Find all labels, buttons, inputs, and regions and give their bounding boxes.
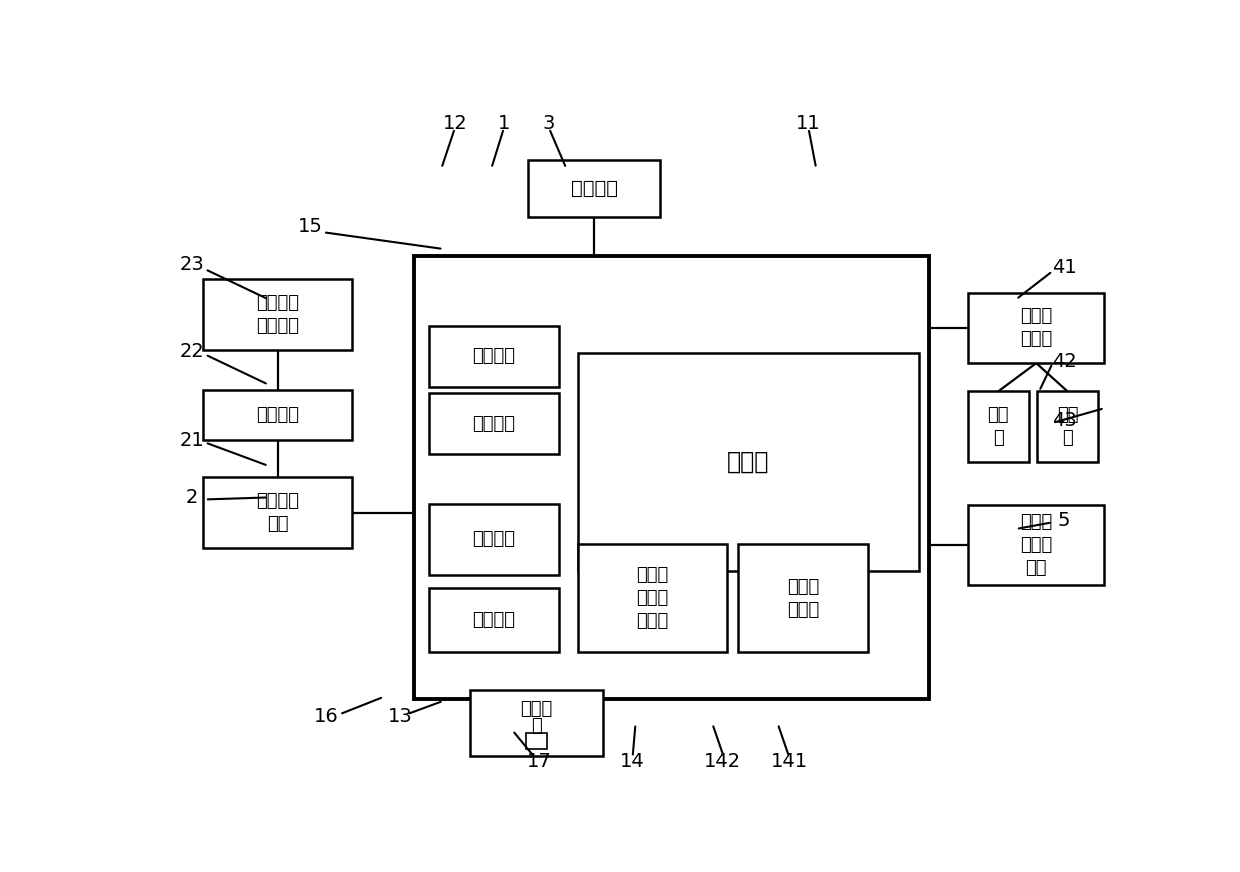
Text: 16: 16 [314,707,339,726]
Text: 操作模块: 操作模块 [570,180,618,199]
Bar [578,544,727,652]
Text: 14: 14 [620,752,645,771]
Text: 5: 5 [1058,512,1070,530]
Text: 141: 141 [771,752,807,771]
Bar [203,390,352,440]
Text: 11: 11 [796,114,821,133]
Bar [429,588,558,652]
Text: 负电
极: 负电 极 [1056,406,1079,447]
Bar [470,690,603,756]
Bar [526,733,547,749]
Text: 电源单元: 电源单元 [472,530,516,548]
Bar [203,477,352,548]
Text: 恒流控
制单元: 恒流控 制单元 [1021,308,1053,348]
Bar [1037,392,1097,462]
Bar [738,544,868,652]
Text: 13: 13 [388,707,413,726]
Text: 正电
极: 正电 极 [987,406,1009,447]
Bar [429,504,558,575]
Text: 15: 15 [299,217,324,236]
Text: 电池充电
管理单元: 电池充电 管理单元 [255,294,299,335]
Text: 存储单元: 存储单元 [472,347,516,365]
Text: 3: 3 [543,114,556,133]
Text: 22: 22 [179,342,203,361]
Text: 17: 17 [527,752,552,771]
Bar [528,160,661,217]
Text: 微型电源: 微型电源 [255,406,299,424]
Bar [578,353,919,571]
Text: 生产接: 生产接 [521,699,553,718]
Text: 无线信
号接收
模块: 无线信 号接收 模块 [1021,514,1053,577]
Text: 内存单元: 内存单元 [472,611,516,629]
Text: 蓝牙射
频单元: 蓝牙射 频单元 [787,577,820,618]
Text: 43: 43 [1052,411,1076,430]
Text: 142: 142 [703,752,740,771]
Bar [968,392,1028,462]
Text: 42: 42 [1052,351,1076,371]
Bar [429,326,558,386]
Bar [414,255,929,698]
Text: 12: 12 [443,114,467,133]
Text: 23: 23 [179,255,203,274]
Text: 41: 41 [1052,257,1076,276]
Text: 电源转换
单元: 电源转换 单元 [255,492,299,533]
Text: 处理器: 处理器 [727,450,770,474]
Bar [968,506,1105,585]
Text: 1: 1 [497,114,510,133]
Bar [429,393,558,453]
Bar [968,293,1105,363]
Text: 蓝牙协
议栈处
理单元: 蓝牙协 议栈处 理单元 [636,566,668,630]
Bar [203,279,352,350]
Text: 21: 21 [179,431,203,450]
Text: 功能单元: 功能单元 [472,414,516,433]
Text: 口: 口 [531,718,542,735]
Text: 2: 2 [185,488,197,507]
